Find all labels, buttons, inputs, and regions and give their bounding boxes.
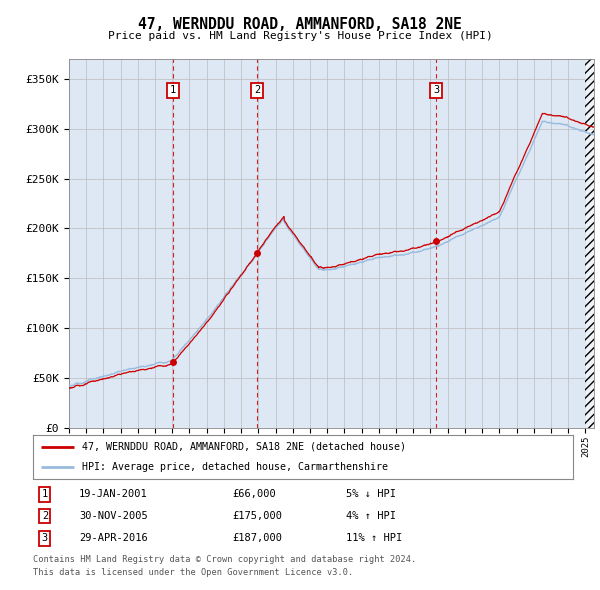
- Text: 3: 3: [433, 86, 439, 96]
- Text: 2: 2: [254, 86, 260, 96]
- Text: 47, WERNDDU ROAD, AMMANFORD, SA18 2NE (detached house): 47, WERNDDU ROAD, AMMANFORD, SA18 2NE (d…: [82, 442, 406, 452]
- Text: 19-JAN-2001: 19-JAN-2001: [79, 489, 148, 499]
- Text: 30-NOV-2005: 30-NOV-2005: [79, 511, 148, 521]
- Text: 11% ↑ HPI: 11% ↑ HPI: [346, 533, 403, 543]
- Text: 5% ↓ HPI: 5% ↓ HPI: [346, 489, 396, 499]
- Text: 47, WERNDDU ROAD, AMMANFORD, SA18 2NE: 47, WERNDDU ROAD, AMMANFORD, SA18 2NE: [138, 17, 462, 31]
- Text: £187,000: £187,000: [233, 533, 283, 543]
- Text: 4% ↑ HPI: 4% ↑ HPI: [346, 511, 396, 521]
- Bar: [586, 59, 594, 428]
- Text: 1: 1: [42, 489, 48, 499]
- Text: 3: 3: [42, 533, 48, 543]
- Text: 1: 1: [170, 86, 176, 96]
- Text: 29-APR-2016: 29-APR-2016: [79, 533, 148, 543]
- Text: HPI: Average price, detached house, Carmarthenshire: HPI: Average price, detached house, Carm…: [82, 462, 388, 472]
- Text: This data is licensed under the Open Government Licence v3.0.: This data is licensed under the Open Gov…: [33, 568, 353, 576]
- Text: £175,000: £175,000: [233, 511, 283, 521]
- Text: £66,000: £66,000: [233, 489, 277, 499]
- Text: Contains HM Land Registry data © Crown copyright and database right 2024.: Contains HM Land Registry data © Crown c…: [33, 555, 416, 563]
- Text: 2: 2: [42, 511, 48, 521]
- Text: Price paid vs. HM Land Registry's House Price Index (HPI): Price paid vs. HM Land Registry's House …: [107, 31, 493, 41]
